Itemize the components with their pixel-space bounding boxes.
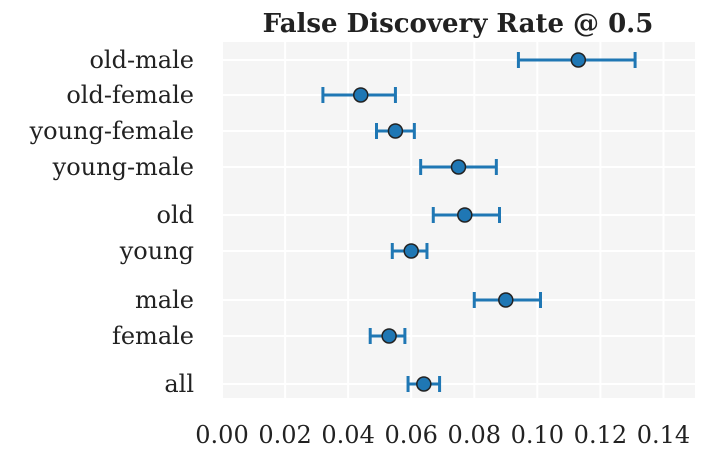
x-tick-label: 0.04 [321,421,374,449]
data-point [403,243,419,259]
category-label: old-male [89,46,194,74]
errorbar-female [368,328,407,344]
data-point [457,207,473,223]
x-tick-label: 0.00 [195,421,248,449]
category-label: old-female [66,81,194,109]
category-label: young-male [52,153,194,181]
data-point [570,52,587,68]
errorbar-young-female [375,123,416,139]
category-label: young-female [29,117,194,145]
x-tick-label: 0.14 [637,421,690,449]
x-tick-label: 0.06 [384,421,437,449]
data-point [387,123,404,139]
data-point [381,328,397,344]
errorbar-old [431,207,501,223]
x-tick-labels: 0.00 0.02 0.04 0.06 0.08 0.10 0.12 0.14 [195,421,690,449]
data-point [450,159,467,175]
data-point [416,376,432,392]
data-point [352,87,369,103]
x-tick-label: 0.08 [448,421,501,449]
errorbar-old-female [321,87,397,103]
errorbar-young-male [419,159,498,175]
category-label: female [112,322,194,350]
category-label: all [164,370,194,398]
plot-area [222,42,695,398]
x-tick-label: 0.10 [511,421,564,449]
chart-title: False Discovery Rate @ 0.5 [263,9,654,39]
category-label: young [119,237,194,265]
errorbar-all [406,376,442,392]
errorbar-young [390,243,429,259]
category-label: male [135,286,194,314]
category-label: old [157,201,195,229]
errorbar-old-male [516,52,637,68]
data-marks [321,52,637,392]
x-tick-label: 0.12 [574,421,627,449]
category-labels: old-male old-female young-female young-male… [29,46,194,398]
errorbar-male [472,292,542,308]
x-tick-label: 0.02 [258,421,311,449]
grid-lines [221,42,695,398]
data-point [498,292,514,308]
